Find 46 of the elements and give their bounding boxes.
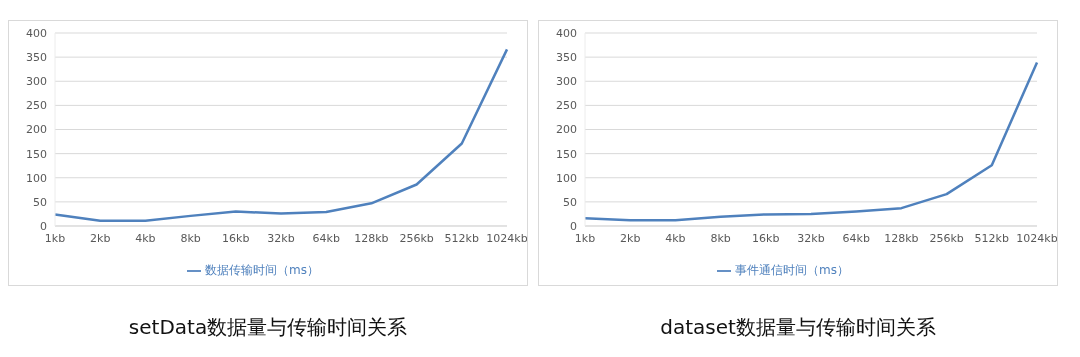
y-tick-label: 350 <box>556 51 577 65</box>
y-tick-label: 250 <box>26 99 47 113</box>
y-tick-label: 250 <box>556 99 577 113</box>
legend-label: 数据传输时间（ms） <box>205 263 319 277</box>
x-tick-label: 512kb <box>974 231 1009 245</box>
y-tick-label: 0 <box>40 219 47 233</box>
y-tick-label: 300 <box>26 75 47 89</box>
y-tick-label: 300 <box>556 75 577 89</box>
x-tick-label: 128kb <box>354 231 389 245</box>
x-tick-label: 256kb <box>929 231 964 245</box>
x-tick-label: 16kb <box>222 231 250 245</box>
x-tick-label: 32kb <box>267 231 295 245</box>
y-tick-label: 100 <box>26 171 47 185</box>
x-tick-label: 4kb <box>665 231 686 245</box>
x-tick-label: 1024kb <box>486 231 528 245</box>
y-tick-label: 150 <box>26 147 47 161</box>
x-tick-label: 8kb <box>180 231 201 245</box>
y-tick-label: 150 <box>556 147 577 161</box>
y-tick-label: 0 <box>570 219 577 233</box>
x-tick-label: 256kb <box>399 231 434 245</box>
text: dataset数据量与传输时间关系 <box>659 314 937 341</box>
line-series <box>583 61 1039 222</box>
text: setData数据量与传输时间关系 <box>127 314 409 341</box>
x-tick-label: 16kb <box>752 231 780 245</box>
x-tick-label: 8kb <box>710 231 731 245</box>
x-tick-label: 64kb <box>842 231 870 245</box>
y-tick-label: 400 <box>26 26 47 40</box>
x-tick-label: 64kb <box>312 231 340 245</box>
y-tick-label: 50 <box>563 195 577 209</box>
y-tick-label: 400 <box>556 26 577 40</box>
y-tick-label: 50 <box>33 195 47 209</box>
x-tick-label: 1kb <box>44 231 66 245</box>
x-tick-label: 128kb <box>884 231 919 245</box>
x-tick-label: 2kb <box>90 231 111 245</box>
y-tick-label: 200 <box>556 123 577 137</box>
x-tick-label: 1kb <box>574 231 596 245</box>
y-tick-label: 100 <box>556 171 577 185</box>
x-tick-label: 1024kb <box>1016 231 1058 245</box>
x-tick-label: 2kb <box>620 231 641 245</box>
y-tick-label: 200 <box>26 123 47 137</box>
x-tick-label: 512kb <box>444 231 479 245</box>
line-series <box>53 48 509 222</box>
y-tick-label: 350 <box>26 51 47 65</box>
x-tick-label: 4kb <box>135 231 156 245</box>
legend-label: 事件通信时间（ms） <box>735 263 849 277</box>
x-tick-label: 32kb <box>797 231 825 245</box>
